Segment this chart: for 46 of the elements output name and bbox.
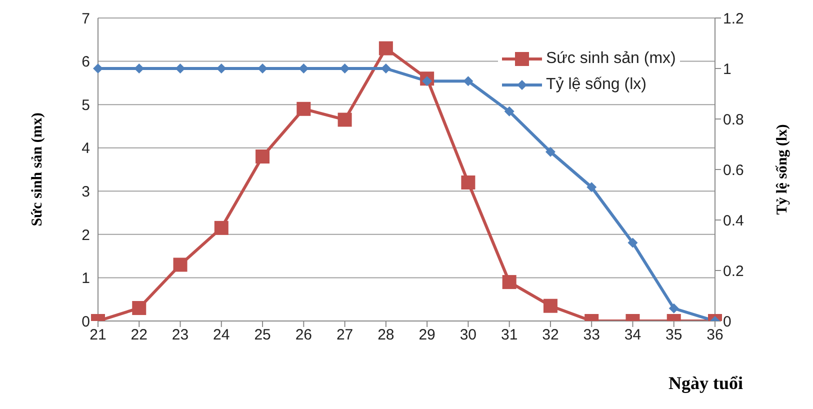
point [545,146,556,157]
x-tick-label: 28 [378,326,394,344]
point [298,64,309,74]
y2-tick-label: 1.2 [723,10,744,28]
y2-tick-label: 0.8 [723,111,744,128]
y2-tick-label: 0.2 [723,262,744,280]
point [340,64,350,74]
x-tick-label: 26 [295,326,312,344]
x-tick-label: 30 [460,326,477,344]
point [504,106,514,116]
legend-label: Sức sinh sản (mx) [546,50,676,68]
x-tick-label: 36 [706,326,724,344]
y-tick-label: 1 [82,270,90,288]
y-tick-label: 6 [82,54,90,71]
point [628,238,638,248]
x-tick-label: 27 [336,326,354,344]
y-tick-label: 4 [82,140,90,158]
y-tick-label: 7 [82,10,90,28]
x-tick-label: 34 [624,326,642,344]
y-tick-label: 3 [82,183,90,200]
x-tick-label: 31 [500,326,518,344]
point [175,64,186,74]
x-tick-label: 23 [172,326,189,344]
y2-tick-label: 1 [723,60,732,78]
x-tick-label: 29 [418,326,436,344]
y2-tick-label: 0.6 [723,162,744,179]
y2-tick-label: 0.4 [723,212,744,230]
y-axis-title: Sức sinh sản (mx) [29,112,46,226]
point [93,64,103,74]
x-tick-label: 32 [542,326,559,344]
y2-axis-title: Tỷ lệ sống (lx) [774,124,790,215]
x-tick-label: 35 [666,326,682,344]
y-tick-label: 5 [82,96,90,114]
x-tick-label: 33 [583,326,600,344]
y-tick-label: 0 [82,313,90,330]
x-tick-label: 25 [254,326,271,344]
x-tick-label: 24 [213,326,230,344]
y-tick-label: 2 [82,226,90,244]
point [463,76,474,86]
x-tick-label: 21 [90,326,106,344]
legend-label: Tỷ lệ sống (lx) [546,76,646,94]
point [586,182,597,192]
x-axis-title: Ngày tuổi [668,373,743,393]
point [668,303,679,314]
x-tick-label: 22 [130,326,148,344]
y2-tick-label: 0 [723,313,732,330]
